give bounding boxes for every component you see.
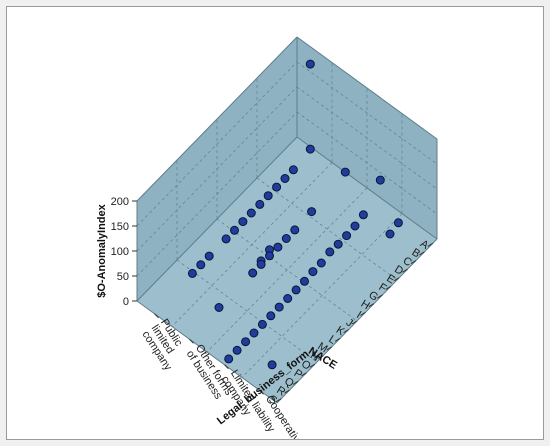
data-point xyxy=(221,234,231,244)
data-point xyxy=(224,354,234,364)
data-point xyxy=(246,208,256,218)
data-point xyxy=(232,345,242,355)
x-tick-mark xyxy=(275,398,282,403)
x-tick-label: J xyxy=(344,316,355,329)
box-edge xyxy=(136,36,298,202)
data-point xyxy=(238,217,248,227)
x-tick-mark xyxy=(292,380,299,385)
data-point xyxy=(281,234,291,243)
box-edge xyxy=(136,136,298,302)
data-point xyxy=(266,311,276,321)
z-tick-mark xyxy=(154,313,159,319)
y-tick-label: 0 xyxy=(123,296,129,308)
z-tick-mark xyxy=(259,389,264,395)
x-tick-mark xyxy=(385,286,391,290)
x-tick-label: I xyxy=(354,309,363,321)
z-tick-mark xyxy=(224,364,229,370)
data-point xyxy=(230,225,239,235)
box-edge xyxy=(296,36,438,140)
data-point xyxy=(204,251,214,261)
data-point xyxy=(272,182,282,192)
data-point xyxy=(263,191,273,201)
data-point xyxy=(273,242,283,252)
data-point xyxy=(305,59,315,69)
data-point xyxy=(316,258,326,268)
data-point xyxy=(342,231,352,241)
x-tick-mark xyxy=(360,311,366,316)
y-tick-label: 50 xyxy=(117,271,129,283)
x-tick-mark xyxy=(419,251,425,256)
data-point xyxy=(248,268,258,278)
data-point xyxy=(214,303,224,312)
data-point xyxy=(255,199,265,209)
x-tick-label: L xyxy=(326,333,338,346)
data-point xyxy=(187,268,197,278)
data-point xyxy=(325,247,335,257)
data-point xyxy=(256,259,266,269)
data-point xyxy=(333,239,343,249)
data-point xyxy=(257,319,267,329)
data-point xyxy=(290,225,300,235)
gridlines xyxy=(136,61,438,378)
data-point xyxy=(307,207,317,217)
x-tick-mark xyxy=(393,277,400,282)
x-tick-mark xyxy=(377,294,383,299)
z-gridline xyxy=(241,213,403,378)
box-edge xyxy=(296,136,438,240)
data-point xyxy=(267,360,277,370)
x-tick-mark xyxy=(427,242,434,247)
x-tick-mark xyxy=(334,337,341,342)
x-gridline xyxy=(256,177,398,281)
data-point xyxy=(274,302,284,312)
y-axis: 0 50 100 150 200 xyxy=(111,196,137,308)
data-point xyxy=(283,294,293,303)
x-tick-mark xyxy=(343,329,349,334)
data-point xyxy=(300,276,309,286)
data-point xyxy=(291,285,301,295)
data-point xyxy=(340,167,350,177)
y-axis-title: $O-AnomalyIndex xyxy=(96,203,108,297)
data-point xyxy=(350,221,360,231)
x-tick-mark xyxy=(318,355,324,359)
data-point xyxy=(280,174,290,183)
x-tick-mark xyxy=(309,363,316,368)
data-point xyxy=(241,337,251,347)
data-point xyxy=(375,175,385,185)
x-tick-mark xyxy=(284,389,290,394)
x-tick-mark xyxy=(402,268,408,273)
x-tick-mark xyxy=(351,320,358,325)
data-point xyxy=(249,328,259,338)
x-gridline xyxy=(176,259,318,363)
data-point xyxy=(196,260,206,270)
data-point xyxy=(385,229,395,239)
y-tick-label: 100 xyxy=(111,246,129,258)
data-point xyxy=(305,144,315,154)
data-point xyxy=(308,267,318,277)
y-tick-label: 150 xyxy=(111,221,129,233)
y-tick-label: 200 xyxy=(111,196,129,208)
x-tick-mark xyxy=(410,260,417,265)
data-point xyxy=(393,218,403,228)
data-points xyxy=(187,59,403,370)
z-tick-mark xyxy=(189,338,194,344)
z-gridline xyxy=(206,187,368,353)
x-tick-mark xyxy=(301,372,307,377)
data-point xyxy=(358,210,368,220)
box-edge xyxy=(136,300,278,404)
x-tick-mark xyxy=(326,346,332,351)
x-tick-mark xyxy=(368,303,375,308)
data-point xyxy=(288,165,298,175)
data-point xyxy=(265,251,274,261)
